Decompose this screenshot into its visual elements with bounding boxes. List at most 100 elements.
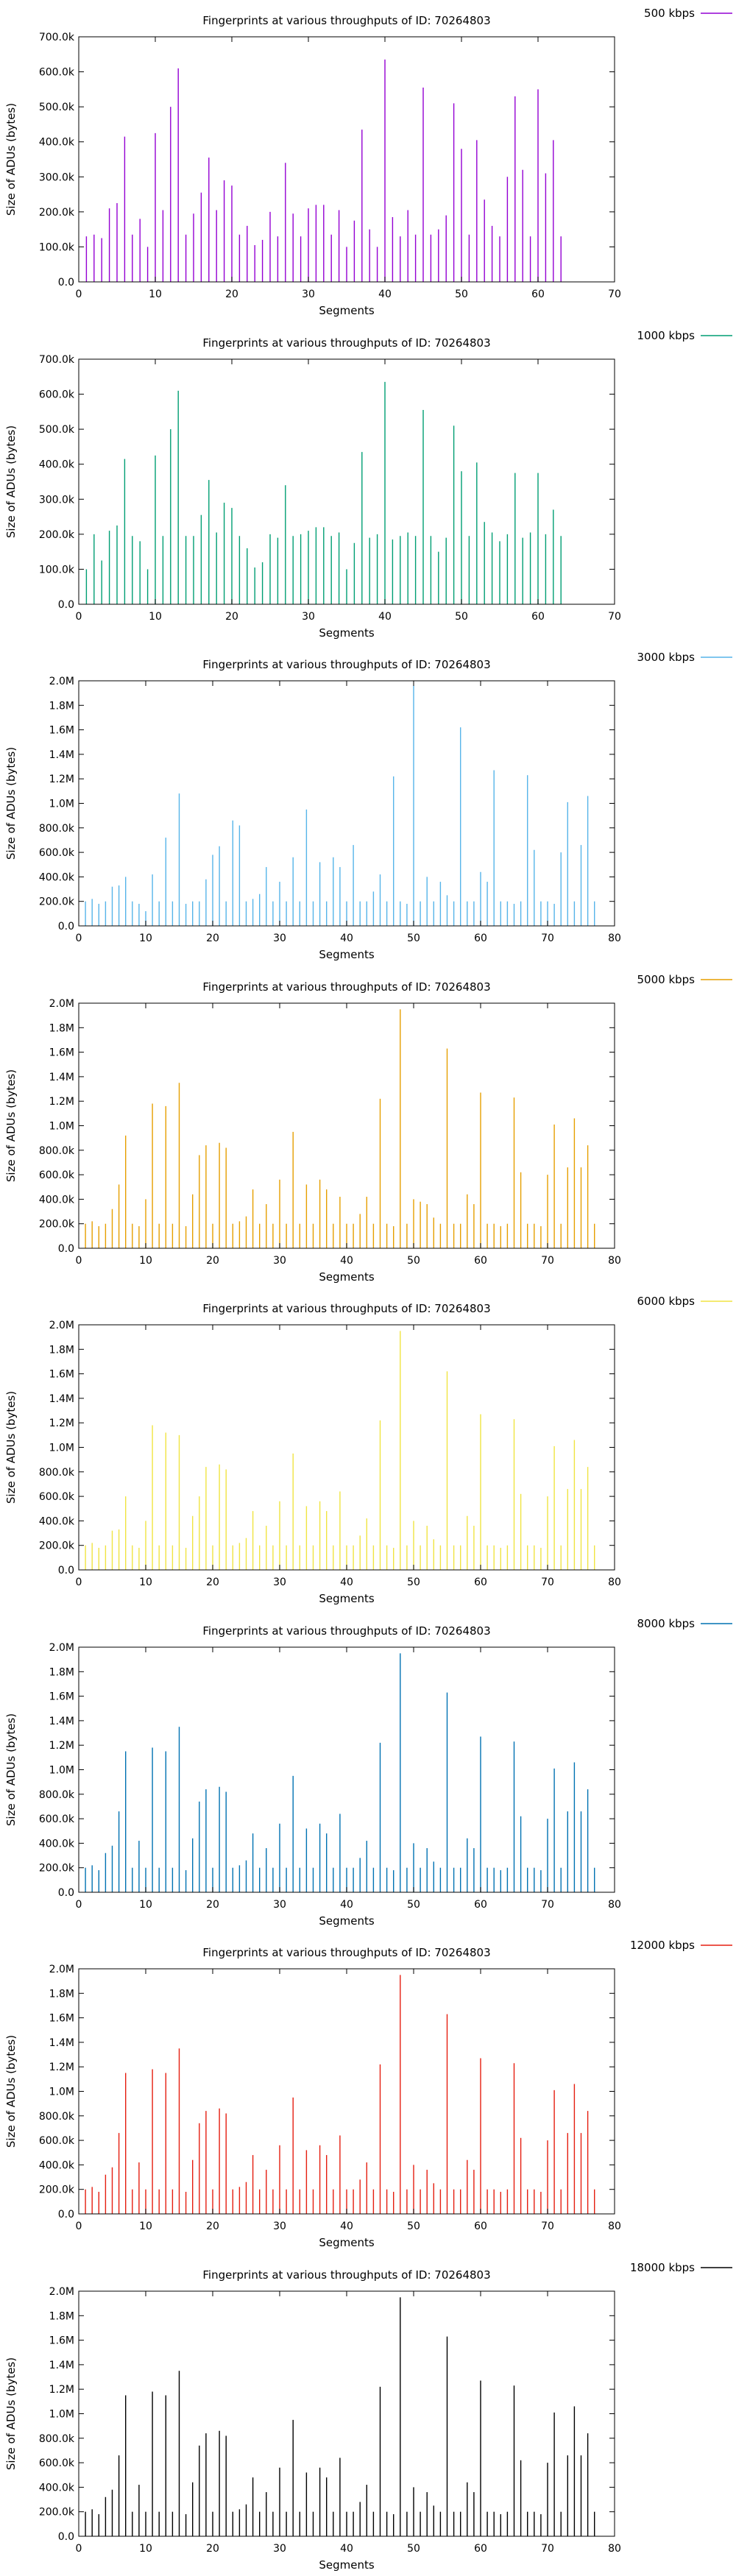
y-tick-label: 0.0 [58,2209,74,2221]
y-axis-label: Size of ADUs (bytes) [4,747,18,860]
x-tick-label: 0 [76,1899,82,1911]
plot-frame [78,358,615,604]
x-tick-label: 80 [608,933,621,944]
x-tick-label: 70 [608,289,621,300]
x-tick-label: 50 [407,1577,420,1588]
y-tick-label: 400.0k [39,2159,75,2171]
y-tick-label: 400.0k [39,1838,75,1850]
x-tick-label: 70 [541,2543,554,2555]
legend-label: 3000 kbps [637,651,696,664]
y-tick-label: 1.6M [49,2013,74,2025]
bar-series [85,1008,595,1248]
x-tick-label: 60 [474,933,487,944]
y-axis-label: Size of ADUs (bytes) [4,2357,18,2469]
x-tick-label: 40 [378,611,392,623]
legend: 6000 kbps [637,1295,732,1308]
x-tick-label: 60 [474,2543,487,2555]
x-tick-label: 70 [541,2221,554,2232]
x-tick-label: 10 [139,1577,152,1588]
x-tick-label: 80 [608,1899,621,1911]
x-tick-label: 50 [455,611,468,623]
x-tick-label: 70 [541,1255,554,1267]
y-tick-label: 1.2M [49,1096,74,1108]
y-tick-label: 1.4M [49,1393,74,1405]
x-tick-label: 60 [474,1255,487,1267]
y-tick-label: 500.0k [39,424,75,436]
x-tick-label: 40 [340,1255,353,1267]
x-tick-label: 50 [407,1899,420,1911]
y-tick-label: 1.0M [49,1764,74,1776]
y-tick-label: 200.0k [39,528,75,540]
y-tick-label: 600.0k [39,67,75,79]
bar-series [85,381,562,604]
y-tick-label: 0.0 [58,277,74,289]
x-tick-label: 60 [474,2221,487,2232]
y-tick-label: 600.0k [39,389,75,400]
y-tick-label: 400.0k [39,2482,75,2494]
y-tick-label: 600.0k [39,2458,75,2469]
y-axis-label: Size of ADUs (bytes) [4,1391,18,1504]
y-tick-label: 200.0k [39,1218,75,1230]
chart-title: Fingerprints at various throughputs of I… [202,14,490,27]
x-tick-label: 20 [225,611,238,623]
y-tick-label: 2.0M [49,676,74,687]
y-tick-label: 400.0k [39,1194,75,1206]
chart-panel: Fingerprints at various throughputs of I… [4,1617,732,1928]
chart-panel: Fingerprints at various throughputs of I… [4,1295,732,1605]
y-tick-label: 400.0k [39,137,75,149]
legend-label: 1000 kbps [637,329,696,342]
chart-title: Fingerprints at various throughputs of I… [202,1302,490,1315]
y-tick-label: 2.0M [49,1642,74,1654]
x-tick-label: 20 [206,1899,219,1911]
y-axis-label: Size of ADUs (bytes) [4,2035,18,2148]
y-tick-label: 0.0 [58,1243,74,1255]
y-tick-label: 1.6M [49,1047,74,1058]
x-tick-label: 30 [273,933,286,944]
legend-label: 6000 kbps [637,1295,696,1308]
legend: 8000 kbps [637,1617,732,1630]
y-tick-label: 100.0k [39,241,75,253]
y-tick-label: 1.4M [49,1071,74,1083]
chart-title: Fingerprints at various throughputs of I… [202,1624,490,1638]
x-axis-label: Segments [319,1270,375,1284]
x-tick-label: 30 [273,1577,286,1588]
legend: 1000 kbps [637,329,732,342]
y-tick-label: 0.0 [58,1887,74,1899]
legend-label: 5000 kbps [637,973,696,986]
y-tick-label: 1.8M [49,1344,74,1356]
y-tick-label: 0.0 [58,599,74,611]
plot-frame [78,36,615,283]
x-tick-label: 50 [407,2221,420,2232]
y-tick-label: 2.0M [49,2286,74,2298]
legend: 5000 kbps [637,973,732,986]
y-tick-label: 1.8M [49,1988,74,2000]
x-axis-label: Segments [319,1592,375,1605]
x-tick-label: 0 [76,611,82,623]
y-tick-label: 700.0k [39,32,75,43]
y-tick-label: 200.0k [39,2184,75,2196]
y-tick-label: 1.8M [49,1022,74,1034]
x-tick-label: 80 [608,1577,621,1588]
legend: 18000 kbps [630,2261,732,2274]
y-tick-label: 1.2M [49,2062,74,2073]
y-tick-label: 1.0M [49,1120,74,1132]
chart-panel: Fingerprints at various throughputs of I… [4,973,732,1284]
chart-title: Fingerprints at various throughputs of I… [202,336,490,350]
y-tick-label: 200.0k [39,896,75,908]
x-tick-label: 10 [139,1255,152,1267]
y-tick-label: 1.0M [49,2408,74,2420]
y-tick-label: 800.0k [39,1467,75,1479]
x-tick-label: 70 [541,933,554,944]
y-tick-label: 600.0k [39,1814,75,1825]
x-tick-label: 0 [76,1577,82,1588]
y-tick-label: 1.4M [49,2359,74,2371]
y-tick-label: 0.0 [58,1565,74,1577]
x-tick-label: 50 [455,289,468,300]
y-tick-label: 1.0M [49,2087,74,2098]
x-tick-label: 0 [76,2543,82,2555]
chart-title: Fingerprints at various throughputs of I… [202,2268,490,2282]
y-tick-label: 1.6M [49,1691,74,1702]
x-tick-label: 40 [340,933,353,944]
x-tick-label: 10 [139,1899,152,1911]
x-tick-label: 20 [206,1255,219,1267]
